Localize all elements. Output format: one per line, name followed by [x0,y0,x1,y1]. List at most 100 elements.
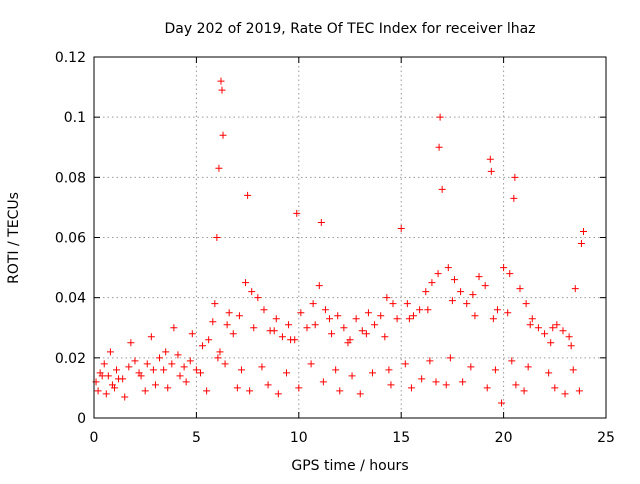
data-point [174,351,182,359]
y-tick-label: 0.06 [55,231,86,247]
data-point [565,333,573,341]
data-point [444,264,452,272]
data-point [209,318,217,326]
y-tick-label: 0 [77,411,86,427]
data-point [317,218,325,226]
data-point [435,143,443,151]
data-point [293,209,301,217]
data-point [475,273,483,281]
y-tick-label: 0.02 [55,351,86,367]
data-point [467,363,475,371]
data-point [272,315,280,323]
data-point [283,369,291,377]
y-tick-label: 0.12 [55,50,86,66]
data-point [149,366,157,374]
data-point [516,285,524,293]
data-point [235,312,243,320]
data-point [524,363,532,371]
data-point [469,291,477,299]
data-point [315,282,323,290]
data-point [491,366,499,374]
data-point [522,300,530,308]
data-point [127,339,135,347]
data-point [403,300,411,308]
data-point [463,300,471,308]
gridlines [94,57,606,418]
data-point [164,384,172,392]
y-tick-label: 0.1 [64,110,86,126]
data-point [186,357,194,365]
data-point [486,155,494,163]
data-point [442,381,450,389]
data-point [434,270,442,278]
data-point [102,390,110,398]
data-point [407,384,415,392]
data-point [151,381,159,389]
data-point [176,372,184,380]
data-point [248,288,256,296]
data-point [471,312,479,320]
data-point [389,300,397,308]
data-point [311,321,319,329]
data-point [385,366,393,374]
data-point [426,357,434,365]
data-point [106,348,114,356]
data-point [356,390,364,398]
data-point [487,167,495,175]
data-point [424,306,432,314]
x-tick-label: 5 [192,430,201,446]
data-point [371,321,379,329]
data-point [168,360,176,368]
data-point [219,131,227,139]
data-point [336,387,344,395]
data-point [319,378,327,386]
data-point [143,360,151,368]
data-point [383,294,391,302]
data-point [438,185,446,193]
data-point [214,354,222,362]
data-point [98,372,106,380]
data-point [135,369,143,377]
axis-ticks: 0 5 10 15 20 25 0 0.02 0.04 0.06 0.08 0.1 0.12 [55,50,615,446]
data-point [307,360,315,368]
data-point [545,369,553,377]
data-point [274,390,282,398]
data-point [344,339,352,347]
data-point [526,321,534,329]
data-point [104,372,112,380]
data-point [504,309,512,317]
y-tick-label: 0.08 [55,170,86,186]
data-point [348,372,356,380]
data-point [297,309,305,317]
chart-title: Day 202 of 2019, Rate Of TEC Index for r… [164,21,535,37]
data-point [180,363,188,371]
data-point [196,369,204,377]
data-point [233,384,241,392]
data-point [448,297,456,305]
data-point [244,191,252,199]
data-point [321,306,329,314]
data-point [162,348,170,356]
data-point [432,378,440,386]
data-point [364,309,372,317]
data-point [229,330,237,338]
data-point [446,354,454,362]
data-point [199,342,207,350]
data-point [264,381,272,389]
data-point [250,324,258,332]
data-point [205,336,213,344]
data-point [483,384,491,392]
data-point [221,360,229,368]
data-point [510,194,518,202]
x-tick-label: 15 [392,430,410,446]
data-point [520,387,528,395]
data-point [203,387,211,395]
data-point [481,282,489,290]
data-point [242,279,250,287]
data-point [309,300,317,308]
data-point [459,378,467,386]
data-point [450,276,458,284]
data-point [260,306,268,314]
x-axis-label: GPS time / hours [291,458,408,474]
